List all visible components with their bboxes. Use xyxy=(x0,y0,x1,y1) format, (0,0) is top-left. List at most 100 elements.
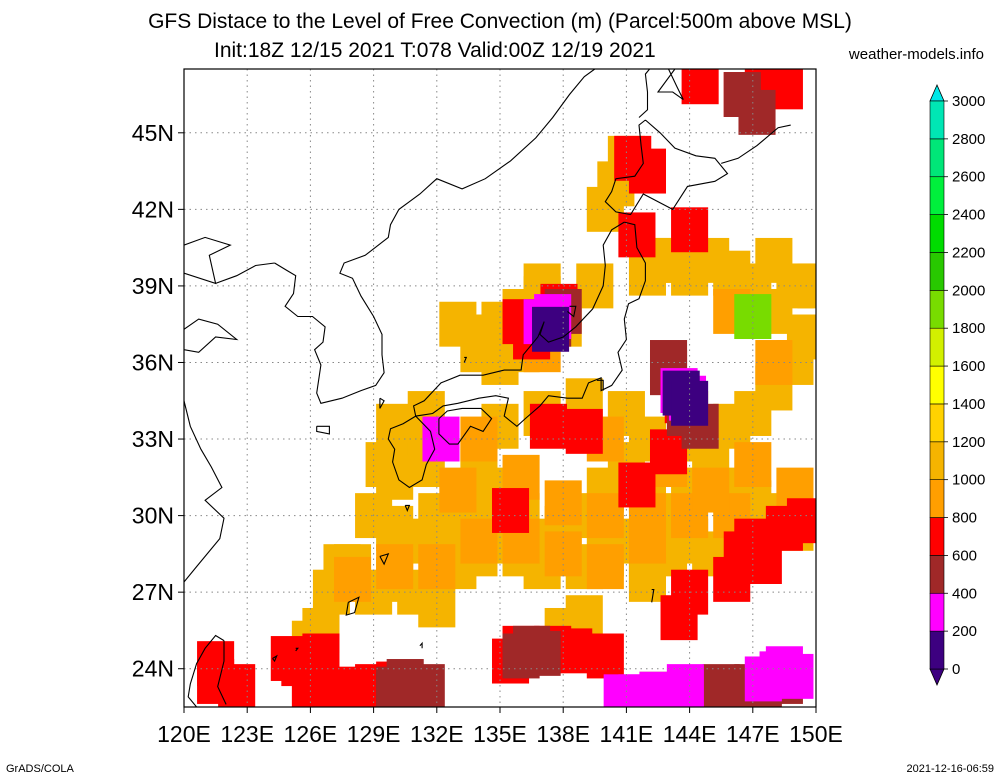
coastline xyxy=(379,397,385,409)
field-cell xyxy=(755,237,793,283)
coastline-layer xyxy=(184,69,791,707)
field-cell xyxy=(422,416,460,462)
colorbar-label: 1800 xyxy=(952,320,985,337)
coastline xyxy=(604,119,729,216)
field-cell xyxy=(418,582,456,628)
coastline xyxy=(463,356,468,363)
colorbar-top-arrow xyxy=(929,84,945,102)
field-cell xyxy=(376,671,414,707)
field-cell xyxy=(618,212,656,258)
coastline xyxy=(404,504,411,512)
field-cell xyxy=(786,314,816,360)
colorbar-segment xyxy=(929,365,945,405)
lon-tick-label: 147E xyxy=(726,721,780,747)
colorbar-label: 2200 xyxy=(952,244,985,261)
map-title: GFS Distace to the Level of Free Convect… xyxy=(148,10,852,33)
coastline xyxy=(295,647,299,652)
field-cell xyxy=(529,403,567,449)
field-cell xyxy=(681,69,719,105)
colorbar-segment xyxy=(929,138,945,178)
colorbar-segment xyxy=(929,403,945,443)
field-cell xyxy=(491,488,530,533)
colorbar-label: 1400 xyxy=(952,396,985,413)
colorbar-segment xyxy=(929,517,945,556)
lat-tick-label: 27N xyxy=(132,579,174,605)
field-layer xyxy=(197,69,816,707)
field-0 xyxy=(532,306,709,426)
colorbar-segment xyxy=(929,592,945,632)
field-cell xyxy=(365,442,403,488)
longitude-ticks: 120E 123E 126E 129E 132E 135E 138E 141E 144E 147E… xyxy=(157,707,843,747)
coastline xyxy=(596,379,604,391)
field-cell xyxy=(439,467,477,513)
colorbar-segment xyxy=(929,290,945,329)
colorbar-segment xyxy=(929,252,945,291)
field-cell xyxy=(628,518,667,564)
lat-tick-label: 30N xyxy=(132,503,174,529)
colorbar-label: 2600 xyxy=(952,169,985,186)
coastline xyxy=(651,589,655,603)
field-cell xyxy=(460,327,498,373)
coastline xyxy=(438,407,493,445)
field-cell xyxy=(555,628,593,674)
field-cell xyxy=(738,89,776,135)
colorbar-label: 400 xyxy=(952,585,977,602)
field-cell xyxy=(649,429,688,475)
lat-tick-label: 24N xyxy=(132,656,174,682)
coastline xyxy=(656,69,684,101)
coastline xyxy=(274,69,596,404)
colorbar: 0 200 400 600 800 1000 1200 1400 1600 1800 2000 220… xyxy=(929,84,985,686)
colorbar-segment xyxy=(929,479,945,518)
colorbar-segment xyxy=(929,555,945,594)
coastline xyxy=(217,640,227,705)
colorbar-label: 2400 xyxy=(952,207,985,224)
lon-tick-label: 141E xyxy=(600,721,654,747)
colorbar-label: 0 xyxy=(952,661,960,678)
coastline xyxy=(419,641,423,649)
lat-tick-label: 39N xyxy=(132,273,174,299)
latitude-ticks: 24N 27N 30N 33N 36N 39N 42N 45N xyxy=(132,120,184,682)
coastline xyxy=(345,596,360,616)
colorbar-segment xyxy=(929,441,945,480)
field-cell xyxy=(586,493,624,539)
lon-tick-label: 120E xyxy=(157,721,211,747)
colorbar-label: 800 xyxy=(952,510,977,527)
field-cell xyxy=(586,544,624,590)
map-subtitle: Init:18Z 12/15 2021 T:078 Valid:00Z 12/1… xyxy=(214,39,656,62)
field-cell xyxy=(692,467,730,513)
field-cell xyxy=(628,148,667,194)
lon-tick-label: 138E xyxy=(536,721,590,747)
colorbar-segment xyxy=(929,327,945,367)
colorbar-label: 2800 xyxy=(952,131,985,148)
field-cell xyxy=(628,556,667,602)
colorbar-label: 1000 xyxy=(952,472,985,489)
field-cell xyxy=(333,556,372,602)
coastline xyxy=(638,69,651,118)
coastline xyxy=(184,236,232,285)
field-cell xyxy=(460,518,498,564)
footer-timestamp: 2021-12-16-06:59 xyxy=(906,763,994,775)
lon-tick-label: 126E xyxy=(284,721,338,747)
coastline xyxy=(272,654,278,663)
colorbar-label: 3000 xyxy=(952,93,985,110)
coastline xyxy=(316,425,330,435)
field-cell xyxy=(618,462,656,508)
field-cell xyxy=(407,664,445,707)
coastline xyxy=(412,221,646,428)
field-cell xyxy=(586,633,624,679)
coastline xyxy=(187,634,225,707)
footer-credit: GrADS/COLA xyxy=(6,763,74,775)
colorbar-segment xyxy=(929,214,945,253)
colorbar-label: 1200 xyxy=(952,434,985,451)
site-watermark: weather-models.info xyxy=(848,46,984,63)
coastline xyxy=(215,262,275,284)
field-cell xyxy=(460,416,498,462)
coastline xyxy=(184,400,225,605)
colorbar-label: 600 xyxy=(952,547,977,564)
field-cell xyxy=(734,518,772,564)
field-cell xyxy=(576,263,614,309)
field-cell xyxy=(218,664,256,707)
field-cell xyxy=(671,380,709,426)
lon-tick-label: 150E xyxy=(789,721,843,747)
graticule xyxy=(184,69,816,707)
